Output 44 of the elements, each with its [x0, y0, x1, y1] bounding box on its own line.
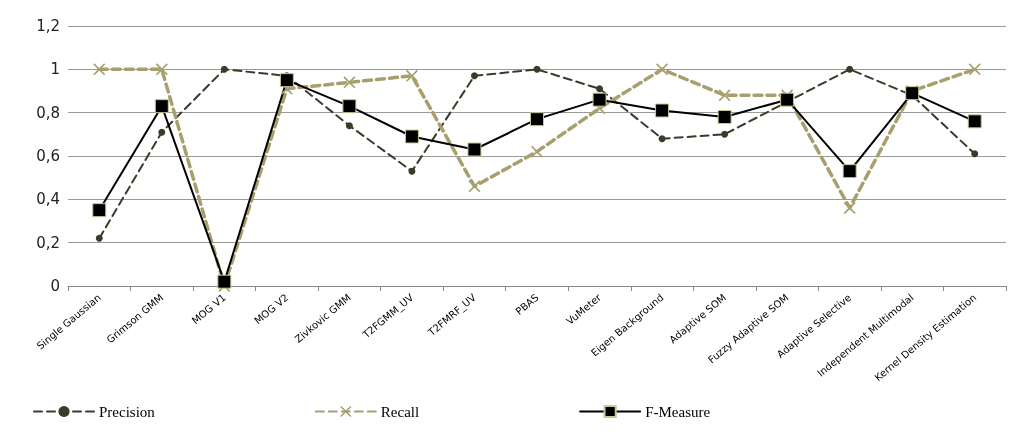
point	[842, 164, 857, 179]
point	[718, 89, 731, 102]
point	[158, 128, 166, 136]
point	[467, 142, 482, 157]
point	[717, 110, 732, 124]
point	[343, 76, 356, 89]
legend-label: Recall	[380, 403, 420, 420]
y-tick-label: 1	[50, 60, 60, 79]
point	[530, 112, 544, 127]
point	[846, 65, 854, 73]
point	[968, 63, 981, 76]
y-tick-label: 0,6	[36, 147, 60, 165]
legend-label: F-Measure	[645, 403, 711, 420]
y-tick-label: 0	[50, 277, 60, 295]
point	[592, 92, 607, 107]
y-tick-label: 0,4	[36, 190, 60, 209]
point	[217, 274, 232, 289]
point	[470, 72, 478, 80]
point	[154, 99, 169, 114]
point	[279, 73, 294, 88]
point	[155, 63, 168, 76]
point	[905, 86, 920, 101]
point	[971, 150, 979, 158]
legend-label: Precision	[99, 403, 156, 420]
point	[342, 99, 357, 114]
point	[596, 85, 604, 93]
point	[92, 203, 107, 218]
point	[468, 180, 481, 193]
point	[408, 167, 416, 175]
point	[780, 92, 795, 107]
y-tick-label: 1,2	[36, 17, 60, 35]
point	[658, 135, 666, 143]
point	[93, 63, 106, 76]
point	[404, 129, 419, 144]
point	[405, 69, 418, 82]
point	[655, 103, 670, 118]
y-tick-label: 0,8	[36, 103, 60, 122]
point	[721, 130, 729, 138]
point	[533, 65, 541, 73]
point	[95, 234, 103, 242]
point	[967, 114, 982, 129]
y-tick-label: 0,2	[36, 233, 60, 252]
point	[345, 122, 353, 130]
point	[220, 65, 228, 73]
